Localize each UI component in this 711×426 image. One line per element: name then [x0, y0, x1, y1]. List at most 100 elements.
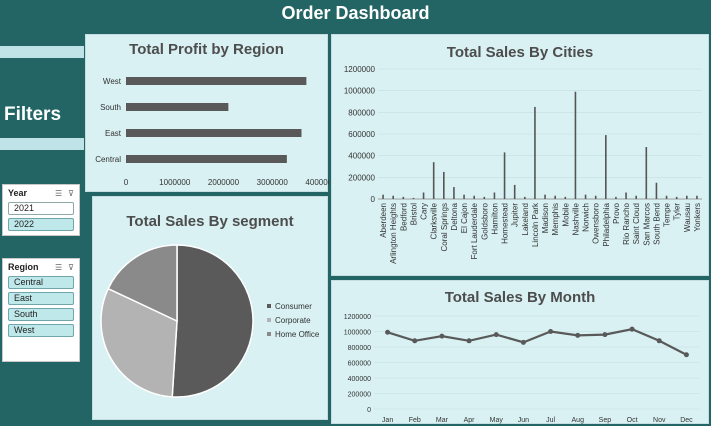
cities-bar [554, 195, 556, 199]
legend-swatch [267, 332, 271, 336]
cities-x-tick: Coral Springs [440, 203, 449, 251]
cities-x-tick: Cary [420, 203, 429, 220]
month-x-tick: Sep [599, 417, 612, 424]
month-x-tick: Mar [436, 417, 449, 424]
month-y-tick: 1200000 [344, 314, 371, 321]
segment-slice [107, 244, 178, 323]
cities-bar [655, 182, 658, 199]
cities-y-tick: 400000 [348, 152, 375, 161]
cities-x-tick: Tyler [673, 203, 682, 221]
sales-by-cities-panel: Total Sales By Cities 0 200000 400000 60000… [331, 34, 709, 276]
month-point [629, 326, 635, 332]
month-x-tick: May [490, 417, 504, 424]
cities-y-tick: 200000 [348, 173, 375, 182]
multi-select-icon[interactable]: ☰ [54, 188, 63, 198]
cities-bar [584, 194, 587, 199]
cities-x-tick: Tempe [663, 202, 672, 227]
cities-x-tick: Bedford [399, 203, 408, 231]
cities-bar [463, 194, 465, 199]
cities-x-tick: Rio Rancho [622, 202, 631, 244]
cities-x-tick: Philadelphia [602, 202, 611, 246]
legend-label: Consumer [275, 301, 312, 311]
month-x-tick: Jan [382, 417, 393, 424]
segment-legend-item: Consumer [267, 299, 319, 313]
profit-chart: West South East Central 0 1000000 2000000 30000… [95, 77, 329, 187]
month-y-tick: 0 [367, 407, 371, 414]
cities-x-tick: Aberdeen [379, 203, 388, 238]
month-point [520, 339, 526, 345]
month-y-tick: 400000 [348, 376, 371, 383]
region-slicer-item-south[interactable]: South [8, 308, 74, 321]
segment-legend-item: Home Office [267, 327, 319, 341]
page-title: Order Dashboard [281, 3, 430, 23]
cities-y-tick: 800000 [348, 108, 375, 117]
month-x-tick: Nov [653, 417, 666, 424]
profit-x-tick: 3000000 [257, 178, 289, 187]
year-slicer-title: Year [8, 188, 28, 198]
filters-label: Filters [4, 104, 62, 125]
cities-x-tick: Memphis [551, 203, 560, 235]
month-line-chart: 0 200000 400000 600000 800000 1000000 1200000 J… [344, 314, 700, 424]
cities-chart-title: Total Sales By Cities [446, 44, 594, 61]
month-y-tick: 800000 [348, 345, 371, 352]
cities-bar [473, 195, 475, 199]
cities-bar [503, 152, 506, 199]
month-x-tick: Apr [464, 417, 476, 424]
year-slicer-item-2021[interactable]: 2021 [8, 202, 74, 215]
cities-y-tick: 1000000 [344, 87, 376, 96]
cities-x-tick: Norwich [582, 203, 591, 232]
cities-x-tick: Saint Cloud [632, 203, 641, 244]
multi-select-icon[interactable]: ☰ [54, 262, 63, 272]
legend-label: Corporate [275, 315, 311, 325]
region-slicer-item-central[interactable]: Central [8, 276, 74, 289]
cities-bar [422, 192, 425, 199]
month-point [683, 352, 689, 358]
profit-x-tick: 0 [124, 178, 129, 187]
cities-x-tick: Hamilton [490, 203, 499, 235]
year-slicer-item-2022[interactable]: 2022 [8, 218, 74, 231]
legend-swatch [267, 304, 271, 308]
cities-x-tick: Provo [612, 202, 621, 223]
clear-filter-icon[interactable]: ⊽ [68, 262, 74, 272]
cities-x-tick: Wausau [683, 203, 692, 232]
month-point [575, 332, 581, 338]
sales-by-segment-panel: Total Sales By segment Consumer Corporate… [92, 196, 328, 420]
title-bar: Order Dashboard [0, 0, 711, 27]
segment-chart-title: Total Sales By segment [126, 213, 294, 230]
month-point [385, 329, 391, 335]
cities-bar [412, 197, 415, 199]
month-y-tick: 600000 [348, 361, 371, 368]
month-point [656, 338, 662, 344]
sales-by-month-panel: Total Sales By Month 0 200000 400000 600000… [331, 280, 709, 424]
cities-bar [392, 195, 394, 199]
profit-chart-title: Total Profit by Region [129, 41, 284, 58]
month-point [493, 332, 499, 338]
profit-bar [126, 155, 287, 163]
region-slicer-item-east[interactable]: East [8, 292, 74, 305]
cities-x-tick: El Cajon [460, 203, 469, 233]
cities-x-tick: Lincoln Park [531, 202, 540, 247]
region-slicer: Region ☰ ⊽ Central East South West [2, 258, 80, 362]
profit-x-tick: 4000000 [305, 178, 329, 187]
cities-chart: 0 200000 400000 600000 800000 1000000 1200000 A… [344, 65, 702, 264]
legend-swatch [267, 318, 271, 322]
month-point [412, 338, 418, 344]
month-x-tick: Jul [546, 417, 555, 424]
segment-pie-chart [100, 244, 254, 398]
cities-bar [696, 195, 698, 199]
month-point [466, 338, 472, 344]
region-slicer-item-west[interactable]: West [8, 324, 74, 337]
cities-x-tick: Madison [541, 203, 550, 233]
filters-band-top [0, 46, 84, 58]
cities-bar [402, 196, 405, 199]
clear-filter-icon[interactable]: ⊽ [68, 188, 74, 198]
cities-x-tick: Lakeland [521, 203, 530, 235]
month-x-tick: Jun [518, 417, 529, 424]
profit-bar [126, 77, 307, 85]
month-x-tick: Aug [572, 417, 585, 424]
cities-bar [665, 195, 668, 199]
cities-bar [615, 196, 617, 199]
cities-bar [382, 194, 384, 199]
month-point [602, 332, 608, 338]
profit-x-tick: 1000000 [159, 178, 191, 187]
